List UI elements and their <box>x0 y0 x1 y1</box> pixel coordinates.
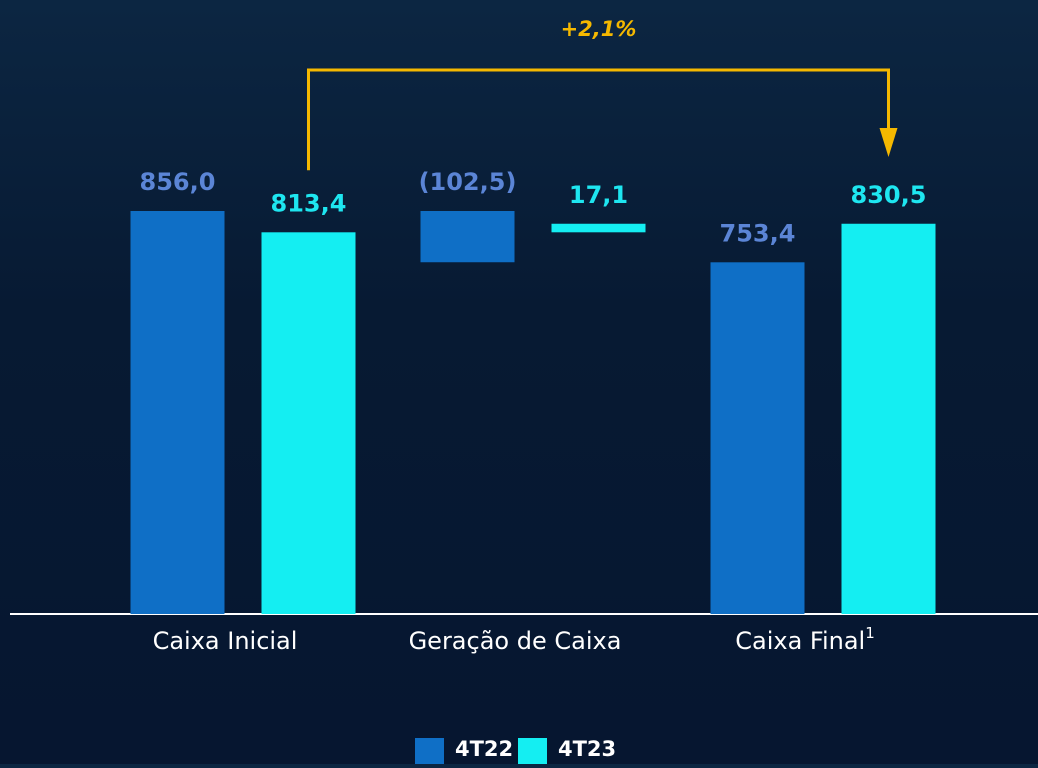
value-label: 830,5 <box>851 181 927 209</box>
legend-swatch <box>415 738 444 764</box>
bar <box>841 223 936 614</box>
annotation: +2,1% <box>561 17 637 41</box>
bar <box>420 211 515 263</box>
bar <box>130 211 225 614</box>
category-text: Geração de Caixa <box>409 627 622 655</box>
bar <box>551 223 646 233</box>
bar <box>261 232 356 615</box>
change-arrow <box>307 68 890 171</box>
x-tick-label: Caixa Final1 <box>735 624 875 656</box>
value-label: 17,1 <box>569 181 628 209</box>
arrow-head <box>879 128 898 157</box>
bar <box>710 262 805 614</box>
legend-swatch <box>518 738 547 764</box>
x-tick-label: Caixa Inicial <box>153 627 298 655</box>
legend-label: 4T23 <box>558 737 616 761</box>
category-text: Caixa Final <box>735 627 865 655</box>
x-tick-label: Geração de Caixa <box>409 627 622 655</box>
footnote-marker: 1 <box>865 624 875 642</box>
value-label: (102,5) <box>419 168 517 196</box>
value-label: 856,0 <box>140 168 216 196</box>
legend-label: 4T22 <box>455 737 513 761</box>
value-label: 813,4 <box>271 189 347 217</box>
category-text: Caixa Inicial <box>153 627 298 655</box>
value-label: 753,4 <box>720 219 796 247</box>
